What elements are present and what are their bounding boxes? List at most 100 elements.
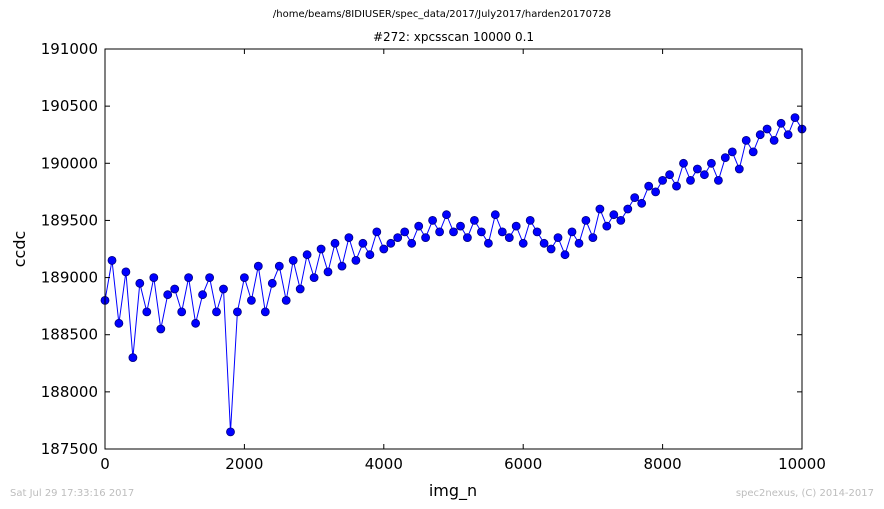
data-point: [400, 227, 410, 237]
data-point: [442, 210, 451, 220]
data-point: [720, 153, 730, 163]
data-point: [330, 238, 340, 248]
data-point: [428, 215, 438, 225]
data-point: [525, 215, 535, 225]
data-point: [191, 318, 201, 328]
data-point: [351, 255, 361, 265]
data-point: [226, 427, 235, 437]
data-point: [128, 353, 138, 363]
data-point: [121, 267, 131, 277]
y-tick-label: 187500: [41, 440, 98, 458]
data-point: [212, 307, 221, 317]
footer-credit: spec2nexus, (C) 2014-2017: [735, 488, 874, 499]
x-axis-label: img_n: [429, 481, 477, 501]
data-point: [295, 284, 305, 294]
data-point: [142, 307, 152, 317]
data-point: [518, 238, 528, 248]
data-point: [553, 233, 563, 243]
data-point: [511, 221, 521, 231]
data-point: [637, 198, 647, 208]
data-point: [776, 118, 786, 128]
data-point: [504, 233, 514, 243]
data-point: [539, 238, 549, 248]
data-point: [386, 238, 396, 248]
data-point: [281, 295, 291, 305]
data-point: [609, 210, 619, 220]
data-point: [693, 164, 702, 174]
y-tick-label: 189000: [41, 269, 98, 287]
data-point: [323, 267, 333, 277]
data-point: [449, 227, 458, 237]
data-point: [616, 215, 626, 225]
data-point: [358, 238, 368, 248]
data-point: [679, 158, 688, 168]
data-point: [163, 290, 173, 300]
data-point: [762, 124, 772, 134]
data-point: [379, 244, 389, 254]
chart-title: #272: xpcsscan 10000 0.1: [372, 30, 535, 44]
data-point: [344, 233, 354, 243]
axis-ticks: 0 2000 4000 6000 8000 10000 187500 188000 188500…: [41, 40, 826, 473]
data-point: [469, 215, 479, 225]
data-point: [734, 164, 744, 174]
data-point: [651, 187, 660, 197]
data-point: [658, 175, 667, 185]
data-point: [462, 233, 472, 243]
data-point: [421, 233, 431, 243]
data-point: [686, 175, 695, 185]
data-point: [476, 227, 486, 237]
y-tick-label: 188000: [41, 383, 98, 401]
data-point: [302, 250, 312, 260]
data-point: [232, 307, 242, 317]
data-point: [337, 261, 347, 271]
data-point: [316, 244, 326, 254]
y-tick-label: 190000: [41, 154, 98, 172]
data-point: [727, 147, 737, 157]
data-point: [700, 170, 709, 180]
data-point: [365, 250, 375, 260]
data-point: [532, 227, 542, 237]
data-point: [783, 130, 793, 140]
data-point: [769, 135, 779, 145]
data-point: [567, 227, 577, 237]
figure-suptitle: /home/beams/8IDIUSER/spec_data/2017/July…: [272, 9, 612, 20]
data-point: [260, 307, 270, 317]
data-point: [435, 227, 445, 237]
data-point: [672, 181, 681, 191]
data-point: [748, 147, 758, 157]
data-point: [288, 255, 298, 265]
data-point: [665, 170, 674, 180]
data-point: [239, 273, 249, 283]
data-point: [588, 233, 598, 243]
y-axis-label: ccdc: [10, 231, 29, 268]
data-point: [497, 227, 507, 237]
x-tick-label: 10000: [778, 455, 826, 473]
data-point: [602, 221, 612, 231]
data-point: [456, 221, 465, 231]
x-tick-label: 4000: [365, 455, 403, 473]
data-point: [372, 227, 382, 237]
data-point: [253, 261, 263, 271]
data-point: [393, 233, 403, 243]
data-point: [644, 181, 654, 191]
plot-frame: [104, 48, 803, 450]
data-point: [581, 215, 591, 225]
data-point: [623, 204, 633, 214]
data-point: [309, 273, 319, 283]
y-tick-label: 188500: [41, 326, 98, 344]
data-point: [274, 261, 284, 271]
data-point: [177, 307, 187, 317]
x-tick-label: 2000: [225, 455, 263, 473]
data-point: [407, 238, 417, 248]
x-tick-label: 6000: [504, 455, 542, 473]
data-point: [114, 318, 124, 328]
data-point: [219, 284, 228, 294]
data-point: [156, 324, 166, 334]
data-point: [107, 255, 117, 265]
data-point: [267, 278, 277, 288]
x-tick-label: 8000: [644, 455, 682, 473]
data-point: [149, 273, 159, 283]
y-tick-label: 189500: [41, 211, 98, 229]
data-point: [246, 295, 256, 305]
